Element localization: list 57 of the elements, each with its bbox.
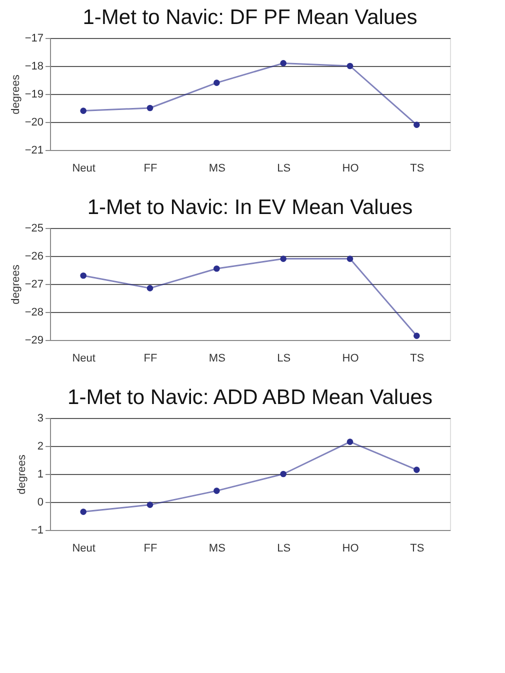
y-tick-label: 1 [37,468,44,480]
y-axis-title: degrees [10,74,22,114]
x-tick-label: HO [342,352,360,364]
point [80,508,86,515]
point [346,438,354,445]
y-tick-label: −19 [24,88,44,100]
point [80,272,86,279]
x-tick-label: Neut [72,542,96,554]
x-tick-label: LS [277,542,291,554]
x-tick-label: LS [277,162,291,174]
x-tick-label: Neut [72,162,96,174]
y-tick-label: 0 [37,496,44,508]
y-tick-label: 3 [37,412,44,424]
point [280,470,286,478]
chart-title: 1-Met to Navic: ADD ABD Mean Values [68,386,432,409]
y-tick-label: −1 [30,524,44,536]
x-tick-label: HO [342,542,360,554]
point [414,466,420,473]
y-tick-label: −20 [24,116,44,128]
y-tick-label: 2 [37,440,44,452]
x-tick-label: TS [410,542,424,554]
y-tick-label: −28 [24,306,44,318]
point [146,285,154,292]
point [280,60,286,66]
x-tick-label: TS [410,162,424,174]
point [80,108,86,114]
point [214,265,220,272]
y-tick-label: −29 [24,334,44,346]
x-tick-label: HO [342,162,360,174]
point [146,502,154,508]
y-tick-label: −26 [24,250,44,262]
point [346,256,354,262]
point [414,332,420,339]
point [214,80,220,86]
point [346,62,354,70]
point [280,256,286,262]
y-tick-label: −18 [24,60,44,72]
x-tick-label: MS [208,542,226,554]
x-tick-label: Neut [72,352,96,364]
x-tick-label: TS [410,352,424,364]
x-tick-label: FF [144,352,158,364]
point [414,122,420,128]
chart-title: 1-Met to Navic: DF PF Mean Values [82,6,418,29]
chart-title: 1-Met to Navic: In EV Mean Values [87,196,413,219]
x-tick-label: MS [208,352,226,364]
y-axis-title: degrees [10,264,22,304]
x-tick-label: MS [208,162,226,174]
y-tick-label: −27 [24,278,44,290]
y-tick-label: −25 [24,222,44,234]
x-tick-label: FF [144,162,158,174]
point [146,104,154,112]
y-tick-label: −17 [24,32,44,44]
x-tick-label: LS [277,352,291,364]
x-tick-label: FF [144,542,158,554]
y-tick-label: −21 [24,144,44,156]
point [214,488,220,494]
y-axis-title: degrees [16,454,28,494]
